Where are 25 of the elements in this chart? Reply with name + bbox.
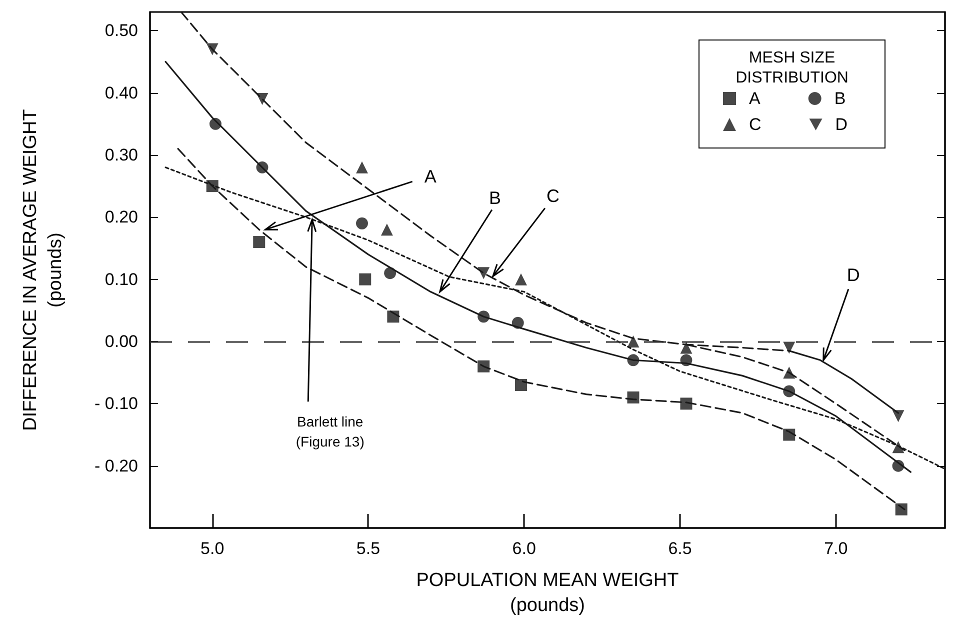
- y-tick-label: 0.10: [104, 270, 138, 289]
- legend-label: C: [749, 115, 762, 134]
- legend-label: A: [749, 89, 761, 108]
- legend-title: MESH SIZE DISTRIBUTION: [736, 50, 848, 86]
- y-tick-label: 0.00: [104, 332, 138, 351]
- x-tick-label: 6.0: [512, 539, 536, 558]
- x-tick-label: 5.0: [200, 539, 224, 558]
- x-tick-label: 7.0: [824, 539, 848, 558]
- y-tick-label: - 0.20: [94, 456, 138, 476]
- x-tick-label: 6.5: [668, 539, 692, 558]
- legend-label: D: [835, 115, 848, 134]
- annotation: B: [488, 188, 501, 208]
- y-tick-label: 0.20: [104, 208, 138, 227]
- y-tick-label: 0.40: [104, 83, 138, 102]
- legend-label: B: [834, 89, 846, 108]
- annotation: C: [546, 186, 560, 206]
- annotation: A: [424, 166, 436, 187]
- y-tick-label: 0.30: [104, 145, 138, 164]
- y-axis-title: DIFFERENCE IN AVERAGE WEIGHT (pounds): [20, 108, 66, 431]
- y-tick-label: 0.50: [104, 21, 138, 40]
- y-tick-label: - 0.10: [94, 394, 138, 414]
- x-tick-label: 5.5: [356, 539, 380, 558]
- annotation: Barlett line (Figure 13): [296, 414, 364, 450]
- annotation: D: [846, 265, 860, 286]
- x-axis-title: POPULATION MEAN WEIGHT (pounds): [416, 570, 680, 616]
